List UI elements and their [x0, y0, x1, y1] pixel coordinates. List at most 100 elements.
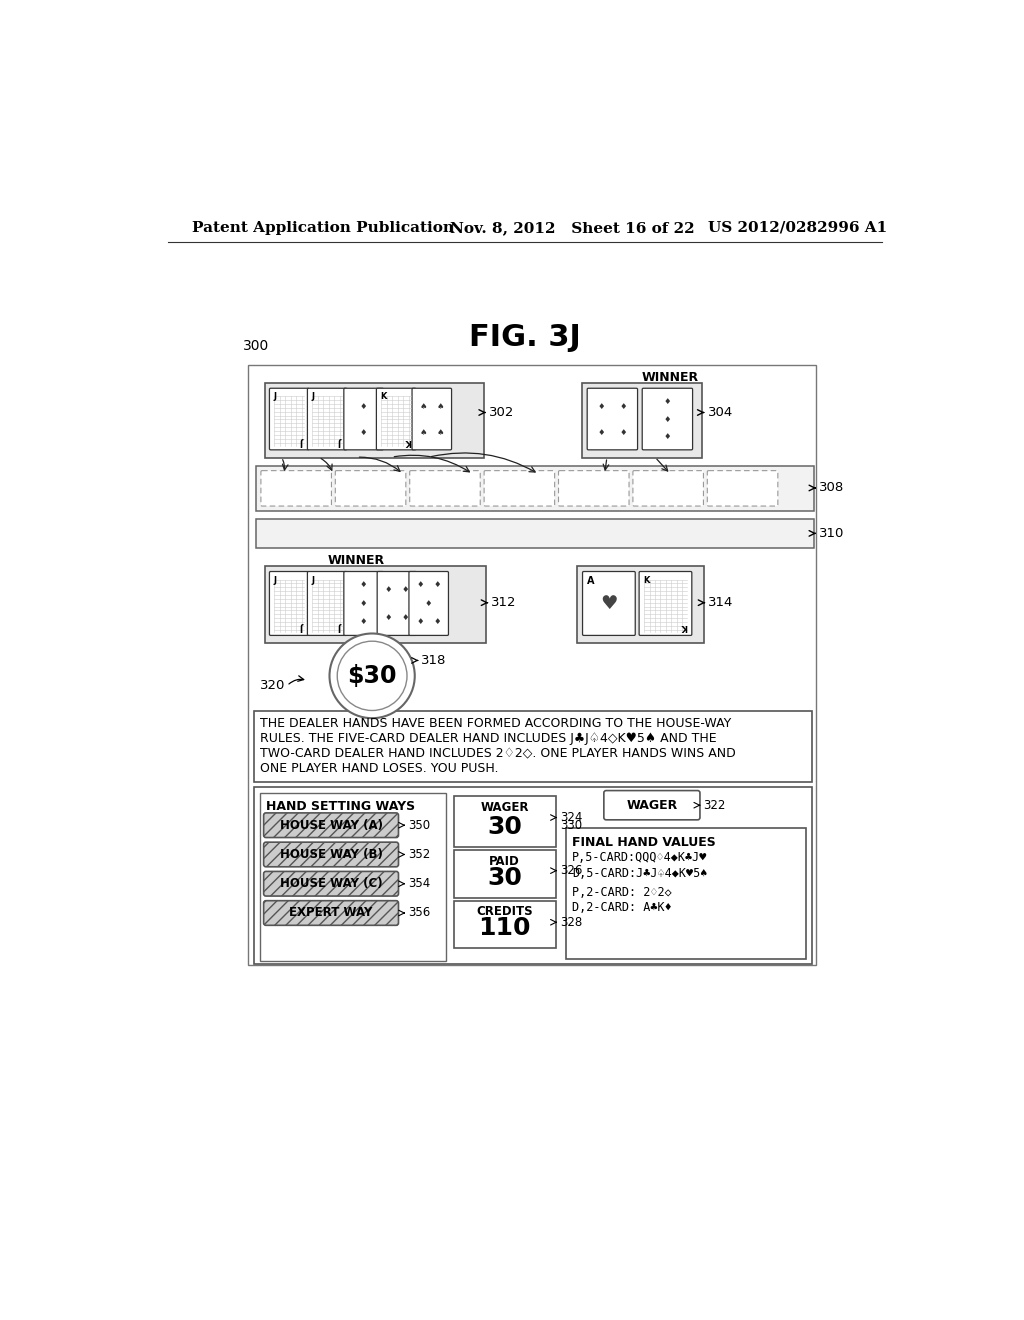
Text: ♦: ♦: [359, 618, 368, 627]
Text: 30: 30: [487, 866, 522, 891]
FancyBboxPatch shape: [377, 572, 417, 635]
Text: P,2-CARD: 2♢2◇: P,2-CARD: 2♢2◇: [572, 886, 672, 899]
Text: FINAL HAND VALUES: FINAL HAND VALUES: [572, 836, 716, 849]
Text: 310: 310: [818, 527, 844, 540]
FancyBboxPatch shape: [307, 572, 347, 635]
FancyBboxPatch shape: [410, 471, 480, 506]
FancyBboxPatch shape: [577, 566, 703, 643]
Text: ♦: ♦: [401, 612, 409, 622]
Text: ♦: ♦: [417, 581, 424, 590]
Text: HOUSE WAY (A): HOUSE WAY (A): [280, 818, 383, 832]
Text: 356: 356: [409, 907, 431, 920]
FancyBboxPatch shape: [583, 383, 702, 458]
Text: HAND SETTING WAYS: HAND SETTING WAYS: [266, 800, 415, 813]
Text: 300: 300: [243, 338, 269, 352]
FancyBboxPatch shape: [587, 388, 638, 450]
FancyBboxPatch shape: [263, 871, 398, 896]
Text: ♦: ♦: [664, 397, 671, 405]
Text: ♦: ♦: [359, 599, 368, 609]
Text: K: K: [681, 622, 687, 631]
Text: 318: 318: [421, 653, 446, 667]
FancyBboxPatch shape: [583, 572, 635, 635]
FancyBboxPatch shape: [307, 388, 347, 450]
Text: 322: 322: [703, 799, 725, 812]
Text: K: K: [406, 437, 412, 446]
Text: J: J: [273, 392, 276, 401]
Text: D,2-CARD: A♣K♦: D,2-CARD: A♣K♦: [572, 902, 672, 915]
Text: ♠: ♠: [436, 428, 443, 437]
Text: 324: 324: [560, 810, 582, 824]
Text: PAID: PAID: [489, 855, 520, 869]
Text: 326: 326: [560, 865, 582, 878]
Bar: [254, 787, 812, 964]
Bar: [566, 829, 806, 960]
Text: 308: 308: [818, 482, 844, 495]
Text: THE DEALER HANDS HAVE BEEN FORMED ACCORDING TO THE HOUSE-WAY
RULES. THE FIVE-CAR: THE DEALER HANDS HAVE BEEN FORMED ACCORD…: [260, 718, 735, 775]
Text: ♦: ♦: [425, 599, 432, 609]
FancyBboxPatch shape: [269, 388, 309, 450]
Text: ♦: ♦: [359, 428, 368, 437]
FancyBboxPatch shape: [263, 842, 398, 867]
Bar: [256, 519, 814, 548]
Text: P,5-CARD:QQQ♢4◆K♣J♥: P,5-CARD:QQQ♢4◆K♣J♥: [572, 851, 708, 865]
FancyBboxPatch shape: [412, 388, 452, 450]
Text: K: K: [381, 392, 387, 401]
Text: FIG. 3J: FIG. 3J: [469, 323, 581, 352]
Text: 110: 110: [478, 916, 530, 940]
Text: EXPERT WAY: EXPERT WAY: [290, 907, 373, 920]
Text: K: K: [643, 576, 650, 585]
Bar: [254, 711, 812, 781]
Text: 302: 302: [489, 407, 514, 418]
Text: 354: 354: [409, 878, 431, 890]
Text: WINNER: WINNER: [642, 371, 699, 384]
FancyBboxPatch shape: [261, 471, 332, 506]
Text: 328: 328: [560, 916, 582, 929]
Text: ♦: ♦: [620, 401, 627, 411]
FancyBboxPatch shape: [265, 383, 483, 458]
Text: ♦: ♦: [664, 433, 671, 441]
Text: 350: 350: [409, 818, 431, 832]
Text: 312: 312: [492, 597, 517, 610]
Text: J: J: [273, 576, 276, 585]
FancyBboxPatch shape: [454, 850, 556, 898]
Text: ♦: ♦: [385, 612, 392, 622]
Text: $30: $30: [347, 664, 397, 688]
Text: Patent Application Publication: Patent Application Publication: [191, 220, 454, 235]
Text: ♦: ♦: [598, 428, 605, 437]
FancyBboxPatch shape: [409, 572, 449, 635]
FancyBboxPatch shape: [265, 566, 486, 643]
Text: J: J: [340, 622, 343, 631]
Text: J: J: [302, 622, 305, 631]
FancyBboxPatch shape: [344, 572, 383, 635]
Text: CREDITS: CREDITS: [476, 906, 532, 917]
Text: WAGER: WAGER: [480, 801, 529, 814]
FancyBboxPatch shape: [454, 900, 556, 948]
Circle shape: [330, 634, 415, 718]
Text: HOUSE WAY (C): HOUSE WAY (C): [280, 878, 382, 890]
FancyBboxPatch shape: [335, 471, 406, 506]
Text: ♦: ♦: [433, 618, 440, 627]
FancyBboxPatch shape: [633, 471, 703, 506]
Text: J: J: [302, 437, 305, 446]
Circle shape: [337, 642, 407, 710]
Text: ♠: ♠: [420, 401, 427, 411]
Text: 330: 330: [560, 818, 582, 832]
Text: ♦: ♦: [359, 581, 368, 590]
Text: ♦: ♦: [598, 401, 605, 411]
FancyBboxPatch shape: [344, 388, 383, 450]
Text: US 2012/0282996 A1: US 2012/0282996 A1: [708, 220, 887, 235]
Text: ♦: ♦: [664, 414, 671, 424]
Text: ♦: ♦: [401, 585, 409, 594]
Text: 352: 352: [409, 847, 431, 861]
Text: WINNER: WINNER: [328, 554, 385, 566]
Text: D,5-CARD:J♣J♤4◆K♥5♠: D,5-CARD:J♣J♤4◆K♥5♠: [572, 867, 708, 880]
Text: J: J: [311, 392, 314, 401]
Text: ♠: ♠: [420, 428, 427, 437]
FancyBboxPatch shape: [708, 471, 778, 506]
FancyBboxPatch shape: [263, 900, 398, 925]
Text: 314: 314: [708, 597, 733, 610]
FancyBboxPatch shape: [558, 471, 629, 506]
Text: 30: 30: [487, 814, 522, 838]
Text: ♦: ♦: [417, 618, 424, 627]
Text: ♦: ♦: [385, 585, 392, 594]
